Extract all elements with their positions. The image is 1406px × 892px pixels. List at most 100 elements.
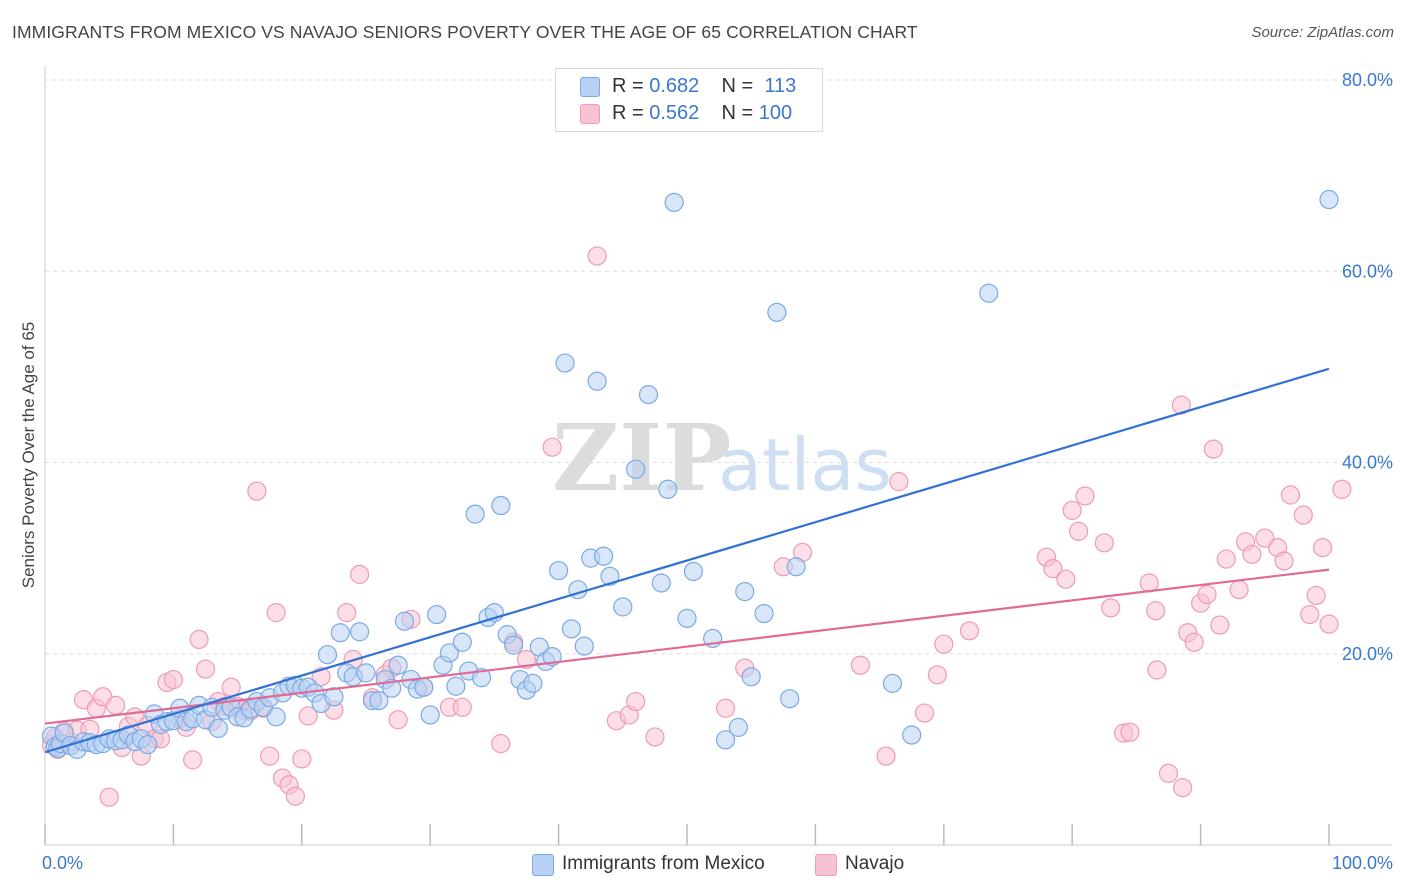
navajo-point xyxy=(266,603,286,623)
navajo-point xyxy=(934,634,954,654)
navajo-point xyxy=(1306,585,1326,606)
mexico-point xyxy=(394,611,415,631)
navajo-point xyxy=(1184,632,1204,652)
legend-r-label: R = xyxy=(612,102,650,124)
mexico-point xyxy=(382,678,402,698)
chart-title: IMMIGRANTS FROM MEXICO VS NAVAJO SENIORS… xyxy=(12,22,918,42)
mexico-point xyxy=(715,730,736,750)
navajo-point xyxy=(645,727,665,747)
mexico-point xyxy=(138,734,158,755)
y-tick-label: 60.0% xyxy=(1342,261,1393,281)
legend-r-value: 0.562 xyxy=(649,102,700,124)
mexico-point xyxy=(504,635,524,655)
mexico-point xyxy=(446,676,466,696)
mexico-point xyxy=(555,353,575,373)
mexico-point xyxy=(593,546,614,566)
mexico-point xyxy=(420,705,440,725)
navajo-point xyxy=(1147,660,1167,680)
mexico-point xyxy=(208,718,228,738)
watermark-atlas: atlas xyxy=(718,423,892,507)
tick-labels: 20.0% 40.0% 60.0% 80.0% 0.0% 100.0% xyxy=(42,70,1393,873)
mexico-point xyxy=(414,677,434,697)
mexico-point xyxy=(728,717,748,737)
mexico-point xyxy=(658,479,678,499)
navajo-point xyxy=(542,437,562,457)
navajo-point xyxy=(99,787,119,807)
navajo-point xyxy=(1229,580,1249,600)
mexico-point xyxy=(523,673,543,693)
navajo-point xyxy=(850,655,870,675)
navajo-point xyxy=(452,697,472,717)
y-tick-label: 80.0% xyxy=(1342,70,1393,90)
y-tick-label: 40.0% xyxy=(1342,453,1393,473)
gridlines xyxy=(45,79,1392,655)
navajo-point xyxy=(1255,528,1275,548)
mexico-point xyxy=(767,302,787,322)
axes xyxy=(44,66,1392,846)
navajo-trend-line xyxy=(44,568,1330,725)
mexico-trend-line xyxy=(44,367,1330,754)
mexico-point xyxy=(266,707,286,727)
mexico-point xyxy=(465,504,485,524)
legend-r-label: R = xyxy=(612,75,650,97)
navajo-point xyxy=(1293,505,1313,525)
navajo-point xyxy=(1274,551,1294,571)
mexico-point xyxy=(324,687,344,707)
mexico-point xyxy=(677,608,697,628)
navajo-point xyxy=(1158,763,1179,783)
mexico-point xyxy=(491,495,511,516)
navajo-point xyxy=(1312,538,1333,558)
mexico-point xyxy=(664,192,684,212)
legend-n-value: 100 xyxy=(758,102,793,124)
navajo-point xyxy=(587,246,607,266)
mexico-point xyxy=(651,573,671,593)
mexico-point xyxy=(427,604,447,625)
navajo-point xyxy=(298,706,318,726)
navajo-point xyxy=(285,786,305,806)
navajo-point xyxy=(1094,533,1114,553)
navajo-point xyxy=(1280,485,1301,505)
navajo-point xyxy=(1300,604,1320,625)
navajo-point xyxy=(516,649,537,670)
legend-n-label: N = xyxy=(721,102,759,124)
navajo-point xyxy=(959,621,980,641)
navajo-point xyxy=(349,564,370,584)
mexico-point xyxy=(683,561,704,582)
navajo-point xyxy=(1173,778,1193,798)
mexico-point xyxy=(638,385,659,405)
navajo-point xyxy=(388,710,408,730)
navajo-point xyxy=(1062,500,1082,520)
navajo-point xyxy=(189,629,209,650)
legend-n-label: N = xyxy=(721,75,759,97)
navajo-point xyxy=(1101,598,1121,618)
navajo-point xyxy=(163,669,183,690)
mexico-point xyxy=(452,632,472,652)
mexico-point xyxy=(356,663,376,683)
legend-n-value: 113 xyxy=(764,75,797,97)
navajo-point xyxy=(195,659,216,679)
mexico-point xyxy=(574,636,594,656)
navajo-point xyxy=(626,691,646,712)
legend-swatch-navajo xyxy=(580,104,600,124)
navajo-point xyxy=(1197,584,1217,605)
watermark-zip: ZIP xyxy=(552,404,731,512)
navajo-point xyxy=(491,734,511,754)
legend-swatch-mexico xyxy=(532,854,554,876)
mexico-point xyxy=(626,459,646,479)
mexico-point xyxy=(754,603,774,624)
navajo-point xyxy=(1139,573,1159,593)
navajo-point xyxy=(715,698,736,718)
navajo-point xyxy=(292,749,312,769)
mexico-point xyxy=(613,597,633,617)
navajo-point xyxy=(1075,486,1095,506)
legend-swatch-mexico xyxy=(580,77,600,97)
mexico-point xyxy=(882,673,903,693)
navajo-point xyxy=(1332,479,1352,499)
mexico-point xyxy=(561,619,582,639)
legend-label-navajo: Navajo xyxy=(845,853,905,874)
navajo-point xyxy=(183,750,203,770)
x-tick-label: 100.0% xyxy=(1332,853,1393,873)
navajo-point xyxy=(1120,722,1140,742)
navajo-point xyxy=(1203,439,1224,459)
